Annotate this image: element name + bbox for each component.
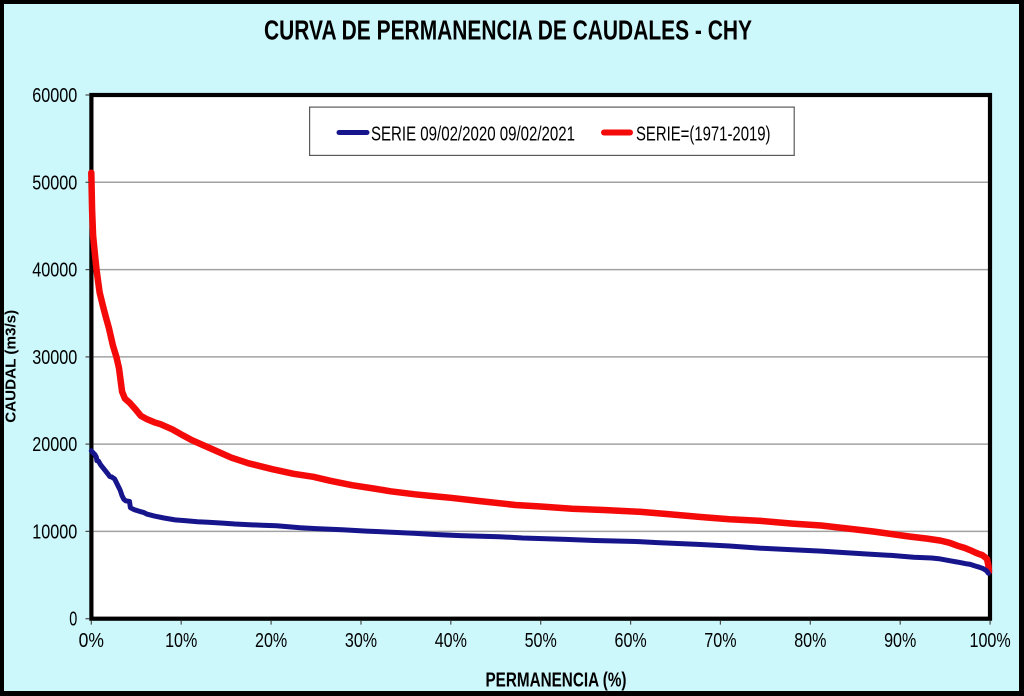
svg-text:30000: 30000: [32, 347, 77, 369]
svg-text:30%: 30%: [345, 630, 377, 652]
svg-text:40%: 40%: [435, 630, 467, 652]
svg-text:70%: 70%: [704, 630, 736, 652]
svg-text:CAUDAL (m3/s): CAUDAL (m3/s): [3, 310, 20, 423]
svg-text:50000: 50000: [32, 172, 77, 194]
svg-text:0: 0: [69, 609, 77, 631]
svg-text:100%: 100%: [970, 630, 1011, 652]
svg-text:60000: 60000: [32, 85, 77, 107]
svg-text:40000: 40000: [32, 260, 77, 282]
svg-text:80%: 80%: [794, 630, 826, 652]
svg-text:SERIE=(1971-2019): SERIE=(1971-2019): [636, 124, 771, 146]
svg-text:60%: 60%: [615, 630, 647, 652]
svg-text:0%: 0%: [79, 630, 104, 652]
svg-text:PERMANENCIA (%): PERMANENCIA (%): [486, 670, 627, 692]
svg-text:10000: 10000: [32, 521, 77, 543]
svg-text:50%: 50%: [525, 630, 557, 652]
svg-text:90%: 90%: [884, 630, 916, 652]
svg-text:CURVA DE PERMANENCIA DE CAUDAL: CURVA DE PERMANENCIA DE CAUDALES - CHY: [264, 15, 752, 46]
svg-text:20%: 20%: [255, 630, 287, 652]
svg-text:10%: 10%: [165, 630, 197, 652]
svg-text:SERIE 09/02/2020 09/02/2021: SERIE 09/02/2020 09/02/2021: [371, 124, 575, 146]
svg-text:20000: 20000: [32, 434, 77, 456]
